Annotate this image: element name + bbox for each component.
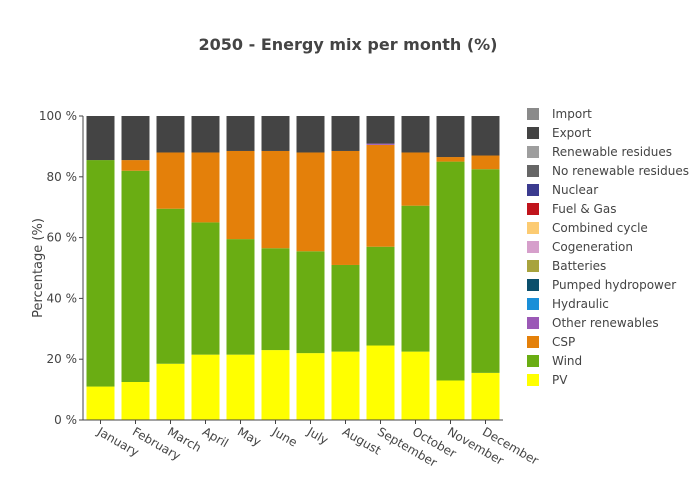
bar-segment: [436, 157, 465, 162]
legend-label: Pumped hydropower: [552, 278, 676, 292]
y-axis-label: Percentage (%): [31, 218, 46, 318]
bar-segment: [401, 351, 430, 420]
bar-segment: [471, 155, 500, 170]
bar-segment: [401, 116, 430, 153]
legend-swatch: [527, 279, 539, 291]
bar-segment: [366, 246, 395, 346]
bars-group: [86, 116, 500, 420]
legend-swatch: [527, 127, 539, 139]
bar-segment: [436, 161, 465, 381]
legend-label: Import: [552, 107, 592, 121]
bar-segment: [366, 116, 395, 144]
legend-swatch: [527, 146, 539, 158]
bar-segment: [296, 116, 325, 153]
bar-segment: [471, 169, 500, 373]
y-tick-label: 40 %: [47, 291, 78, 305]
legend-label: Nuclear: [552, 183, 598, 197]
bar-segment: [226, 150, 255, 240]
bar-segment: [331, 150, 360, 265]
bar-segment: [331, 264, 360, 352]
bar-segment: [86, 386, 115, 420]
legend-swatch: [527, 184, 539, 196]
bar-segment: [471, 372, 500, 420]
legend-swatch: [527, 203, 539, 215]
y-tick-label: 100 %: [39, 109, 77, 123]
bar-segment: [366, 143, 395, 145]
legend-swatch: [527, 374, 539, 386]
bar-segment: [436, 116, 465, 158]
legend-label: Cogeneration: [552, 240, 633, 254]
x-tick-label: July: [304, 424, 331, 447]
bar-segment: [296, 353, 325, 420]
legend-swatch: [527, 355, 539, 367]
legend-swatch: [527, 241, 539, 253]
legend-swatch: [527, 108, 539, 120]
x-tick-label: August: [340, 424, 384, 457]
legend-label: No renewable residues: [552, 164, 689, 178]
bar-segment: [156, 208, 185, 364]
bar-segment: [121, 160, 150, 171]
legend-swatch: [527, 222, 539, 234]
bar-segment: [261, 350, 290, 420]
y-tick-label: 20 %: [47, 352, 78, 366]
bar-segment: [401, 152, 430, 206]
legend: Import Export Renewable residues No renewab…: [527, 107, 689, 387]
bar-segment: [121, 382, 150, 420]
x-tick-label: June: [269, 424, 300, 450]
legend-label: Batteries: [552, 259, 606, 273]
bar-segment: [401, 205, 430, 352]
bar-segment: [366, 345, 395, 420]
legend-swatch: [527, 165, 539, 177]
legend-label: Hydraulic: [552, 297, 609, 311]
bar-segment: [121, 116, 150, 161]
bar-segment: [261, 116, 290, 151]
bar-segment: [86, 116, 115, 161]
legend-label: Combined cycle: [552, 221, 648, 235]
bar-segment: [436, 380, 465, 420]
bar-segment: [331, 116, 360, 151]
bar-segment: [191, 152, 220, 223]
bar-segment: [331, 351, 360, 420]
bar-segment: [296, 152, 325, 252]
bar-segment: [471, 116, 500, 156]
y-axis: 0 % 20 % 40 % 60 % 80 % 100 %: [39, 109, 84, 427]
legend-swatch: [527, 298, 539, 310]
bar-segment: [156, 116, 185, 153]
bar-segment: [226, 116, 255, 151]
y-tick-label: 60 %: [47, 231, 78, 245]
x-tick-label: May: [235, 424, 263, 449]
chart-title: 2050 - Energy mix per month (%): [199, 35, 498, 54]
x-tick-label: April: [200, 424, 231, 450]
legend-label: Fuel & Gas: [552, 202, 616, 216]
bar-segment: [121, 170, 150, 382]
legend-label: Export: [552, 126, 592, 140]
legend-label: Other renewables: [552, 316, 659, 330]
bar-segment: [191, 354, 220, 420]
bar-segment: [226, 354, 255, 420]
bar-segment: [191, 222, 220, 355]
bar-segment: [296, 251, 325, 354]
legend-label: Renewable residues: [552, 145, 672, 159]
bar-segment: [86, 160, 115, 387]
legend-swatch: [527, 260, 539, 272]
legend-swatch: [527, 336, 539, 348]
bar-segment: [191, 116, 220, 153]
bar-segment: [156, 152, 185, 209]
legend-label: PV: [552, 373, 568, 387]
legend-label: CSP: [552, 335, 575, 349]
legend-swatch: [527, 317, 539, 329]
bar-segment: [261, 248, 290, 351]
y-tick-label: 0 %: [54, 413, 77, 427]
bar-segment: [261, 150, 290, 249]
legend-label: Wind: [552, 354, 582, 368]
y-tick-label: 80 %: [47, 170, 78, 184]
bar-segment: [366, 144, 395, 247]
bar-segment: [156, 363, 185, 420]
bar-segment: [226, 239, 255, 355]
